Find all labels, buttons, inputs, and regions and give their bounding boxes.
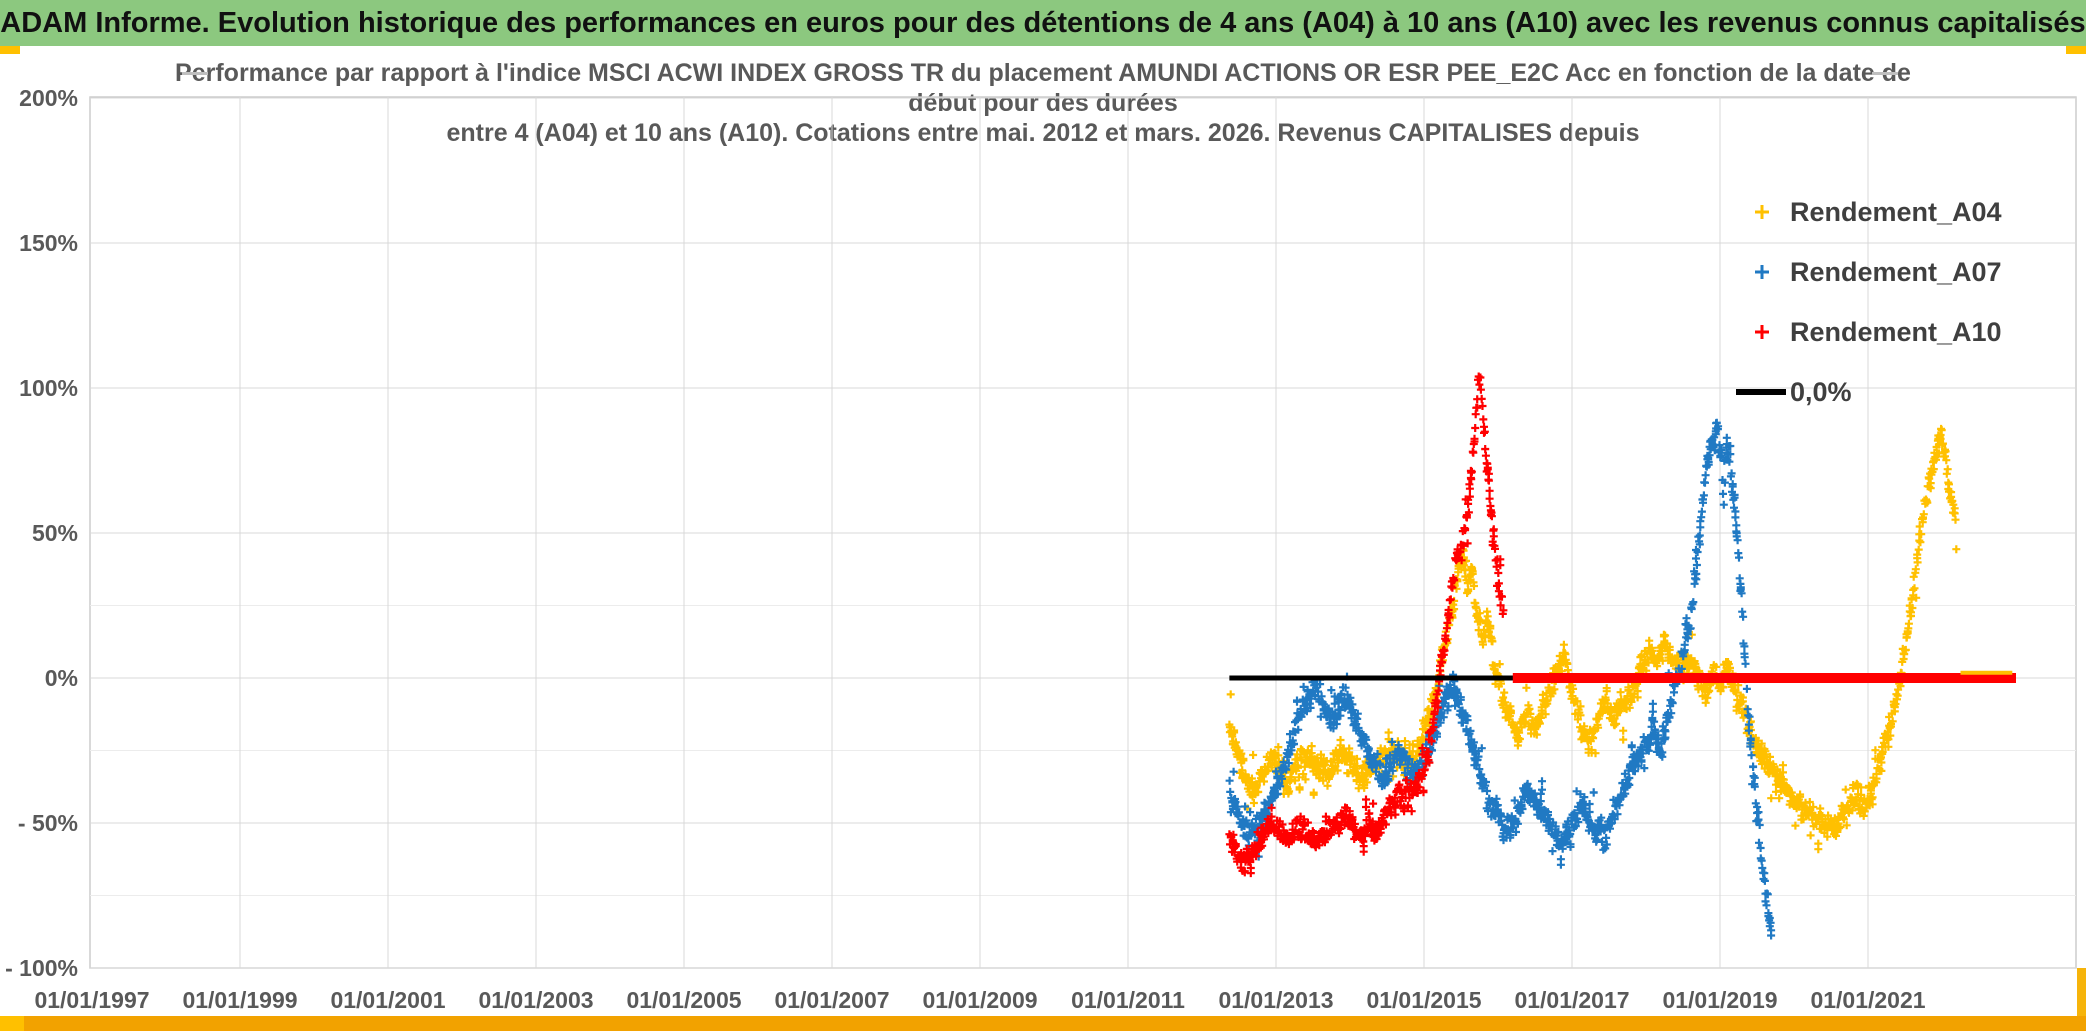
y-axis-label: - 50% xyxy=(18,810,78,836)
y-axis-label: 200% xyxy=(19,85,78,111)
x-axis-label: 01/01/2005 xyxy=(626,987,741,1013)
legend-item-Rendement_A07[interactable]: Rendement_A07 xyxy=(1755,257,2002,287)
legend-label: Rendement_A07 xyxy=(1790,257,2002,287)
x-axis-label: 01/01/2019 xyxy=(1662,987,1777,1013)
gold-notch-right xyxy=(2066,46,2086,54)
title-right-dash xyxy=(1872,72,1898,75)
title-banner: ADAM Informe. Evolution historique des p… xyxy=(0,0,2086,46)
title-left-dash xyxy=(182,72,208,75)
series-Rendement_A07-points xyxy=(1225,418,1776,940)
legend-plus-marker xyxy=(1755,205,1769,219)
x-axis-label: 01/01/1997 xyxy=(34,987,149,1013)
y-axis-label: - 100% xyxy=(5,955,78,981)
legend-label: Rendement_A10 xyxy=(1790,317,2002,347)
legend-item-0,0%[interactable]: 0,0% xyxy=(1736,377,1852,407)
legend-label: 0,0% xyxy=(1790,377,1852,407)
x-axis-label: 01/01/2015 xyxy=(1366,987,1481,1013)
y-axis-label: 50% xyxy=(32,520,78,546)
legend-plus-marker xyxy=(1755,265,1769,279)
x-axis-label: 01/01/1999 xyxy=(182,987,297,1013)
banner-title: ADAM Informe. Evolution historique des p… xyxy=(0,6,2086,39)
legend-label: Rendement_A04 xyxy=(1790,197,2002,227)
y-axis-label: 100% xyxy=(19,375,78,401)
series-Rendement_A10-points xyxy=(1225,372,1508,878)
chart-title-line3: entre 4 (A04) et 10 ans (A10). Cotations… xyxy=(446,119,1640,147)
gold-right-strip xyxy=(2077,968,2086,1016)
legend-item-Rendement_A04[interactable]: Rendement_A04 xyxy=(1755,197,2002,227)
x-axis-label: 01/01/2001 xyxy=(330,987,445,1013)
y-axis-label: 150% xyxy=(19,230,78,256)
gold-bottom-corner xyxy=(0,1016,24,1031)
chart-title-line1: Performance par rapport à l'indice MSCI … xyxy=(175,59,1911,87)
legend-item-Rendement_A10[interactable]: Rendement_A10 xyxy=(1755,317,2002,347)
x-axis-label: 01/01/2017 xyxy=(1514,987,1629,1013)
gold-notch-left xyxy=(0,46,20,54)
x-axis-label: 01/01/2013 xyxy=(1218,987,1333,1013)
chart-title-line2: début pour des durées xyxy=(908,89,1178,117)
x-axis-label: 01/01/2021 xyxy=(1810,987,1925,1013)
x-axis-label: 01/01/2009 xyxy=(922,987,1037,1013)
legend-plus-marker xyxy=(1755,325,1769,339)
chart-title: Performance par rapport à l'indice MSCI … xyxy=(0,58,2086,148)
y-axis-label: 0% xyxy=(45,665,78,691)
x-axis-label: 01/01/2003 xyxy=(478,987,593,1013)
x-axis-label: 01/01/2011 xyxy=(1071,987,1185,1013)
x-axis-label: 01/01/2007 xyxy=(774,987,889,1013)
orange-bottom-bar xyxy=(0,1016,2086,1031)
